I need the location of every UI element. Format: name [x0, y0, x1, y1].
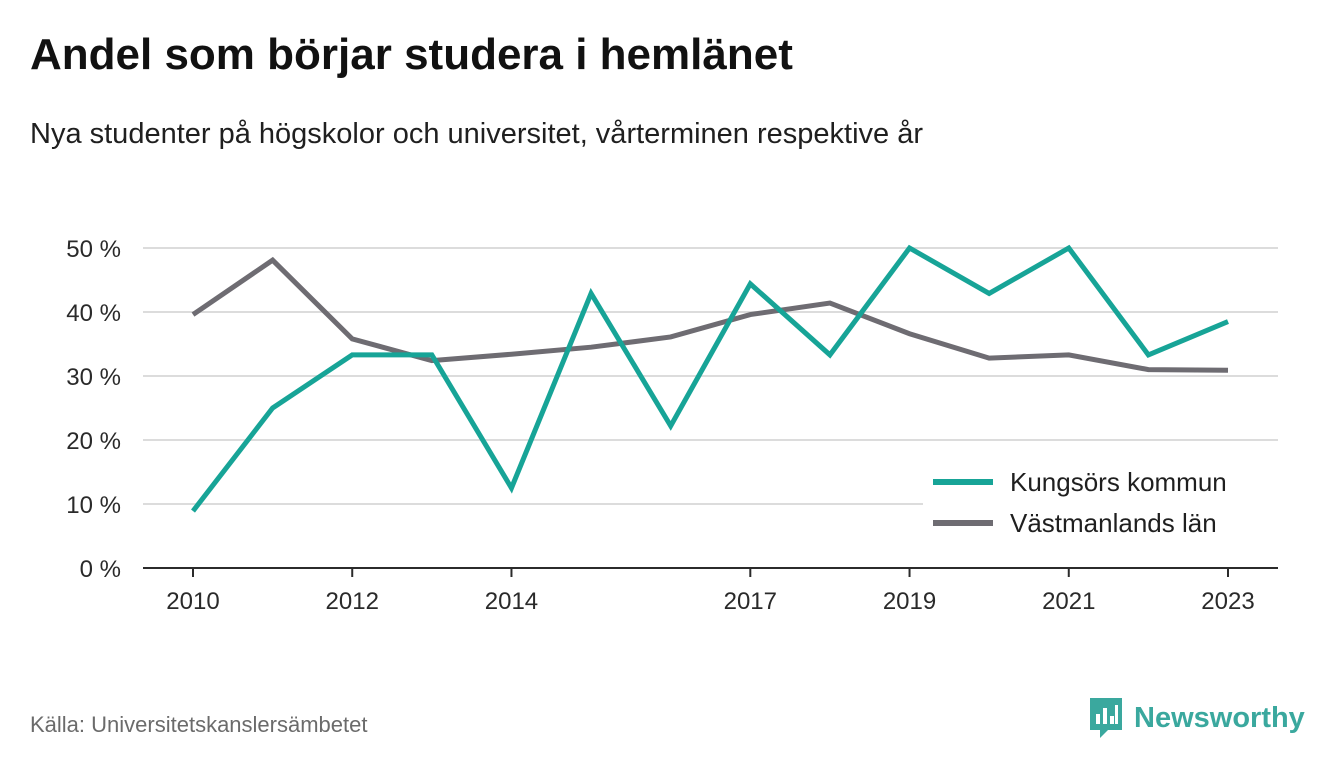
series-line-kungsors [191, 244, 1229, 513]
x-tick-label: 2012 [326, 588, 379, 615]
legend-label: Västmanlands län [1010, 508, 1217, 538]
x-tick-label: 2010 [166, 588, 219, 615]
chart-subtitle: Nya studenter på högskolor och universit… [30, 118, 923, 150]
x-tick-label: 2017 [724, 588, 777, 615]
source-note: Källa: Universitetskanslersämbetet [30, 712, 368, 737]
x-tick-label: 2021 [1042, 588, 1095, 615]
legend-label: Kungsörs kommun [1010, 467, 1227, 497]
newsworthy-logo-icon [1090, 698, 1122, 738]
y-tick-label: 0 % [80, 556, 121, 583]
legend-background [923, 460, 1280, 550]
newsworthy-logo[interactable]: Newsworthy [1088, 696, 1305, 740]
y-tick-label: 40 % [66, 300, 121, 327]
y-tick-label: 30 % [66, 364, 121, 391]
y-tick-label: 20 % [66, 428, 121, 455]
x-tick-label: 2019 [883, 588, 936, 615]
x-tick-label: 2023 [1201, 588, 1254, 615]
x-tick-label: 2014 [485, 588, 538, 615]
legend: Kungsörs kommun Västmanlands län [923, 460, 1280, 550]
y-tick-label: 50 % [66, 236, 121, 263]
series-line-vastmanland [191, 256, 1229, 373]
newsworthy-logo-text: Newsworthy [1134, 701, 1305, 734]
chart-title: Andel som börjar studera i hemlänet [30, 30, 793, 79]
y-tick-label: 10 % [66, 492, 121, 519]
